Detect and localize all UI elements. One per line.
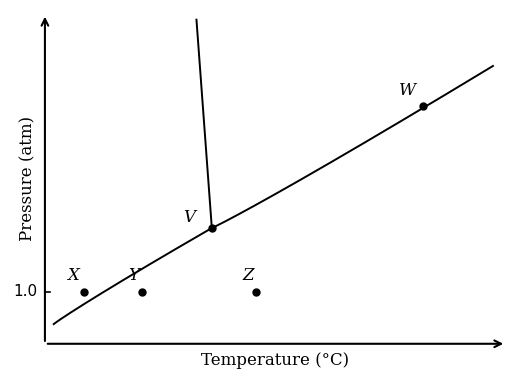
Text: 1.0: 1.0 [13,284,37,299]
X-axis label: Temperature (°C): Temperature (°C) [201,352,349,369]
Text: W: W [398,82,415,99]
Text: X: X [67,267,79,284]
Text: Y: Y [128,267,139,284]
Text: V: V [183,209,196,226]
Y-axis label: Pressure (atm): Pressure (atm) [20,116,36,241]
Text: Z: Z [242,267,254,284]
